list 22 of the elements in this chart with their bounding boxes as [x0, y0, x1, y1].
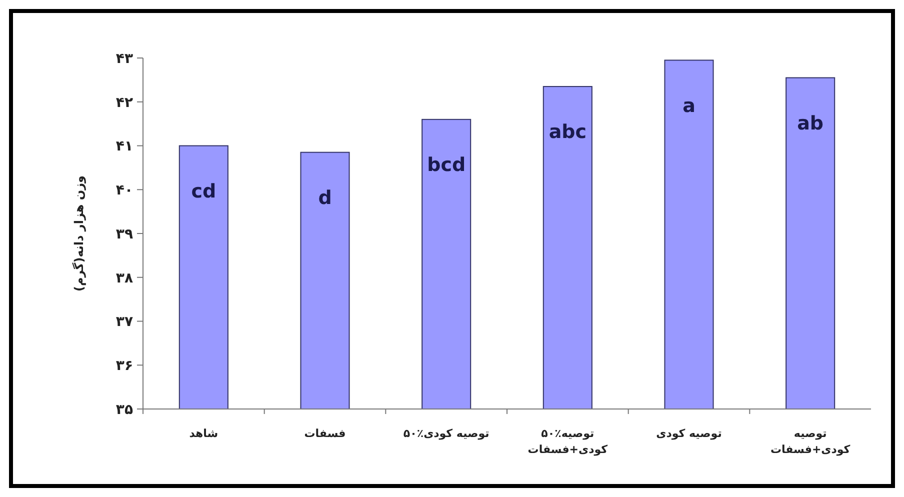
y-tick-label: ۳۵	[116, 402, 134, 418]
annotation: d	[318, 186, 332, 209]
y-tick-label: ۳۷	[116, 314, 134, 330]
x-tick-label: شاهد	[189, 427, 218, 440]
annotation: cd	[191, 180, 216, 202]
y-tick-label: ۳۸	[116, 270, 134, 286]
y-axis-title: وزن هزار دانه(گرم)	[72, 175, 86, 292]
x-tick-label: ۵۰٪توصیه کودی	[403, 427, 490, 440]
annotation: bcd	[427, 154, 466, 176]
y-tick-label: ۴۱	[116, 138, 133, 155]
x-tick-label: توصیه کودی	[656, 427, 722, 440]
x-tick-label: ۵۰٪توصیه کودی+فسفات	[528, 427, 608, 456]
annotation: a	[682, 94, 696, 117]
y-tick-label: ۳۹	[116, 226, 134, 242]
annotation: abc	[548, 121, 587, 144]
y-tick-label: ۴۲	[116, 94, 134, 111]
x-tick-label: توصیه کودی+فسفات	[770, 427, 851, 456]
x-tick-label: فسفات	[304, 427, 346, 440]
y-tick-label: ۴۳	[116, 50, 134, 67]
annotation: ab	[797, 112, 824, 134]
y-tick-label: ۳۶	[116, 358, 133, 374]
y-tick-label: ۴۰	[116, 182, 133, 199]
